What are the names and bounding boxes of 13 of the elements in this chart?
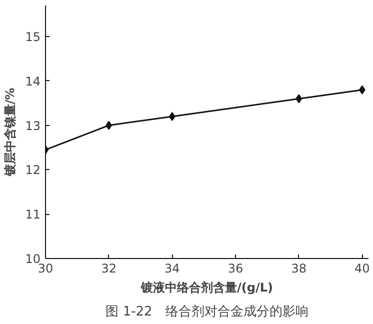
y-tick-label: 13: [25, 118, 41, 133]
x-tick-label: 40: [354, 262, 370, 276]
x-tick-label: 36: [228, 262, 244, 276]
y-tick-label: 15: [25, 30, 41, 44]
y-axis-title: 镀层中含镍量/%: [3, 88, 18, 178]
y-tick-label: 11: [25, 208, 41, 222]
x-axis-title: 镀液中络合剂含量/(g/L): [140, 280, 273, 294]
x-tick-label: 32: [101, 262, 116, 276]
y-tick-label: 12: [25, 163, 41, 178]
y-tick-label: 14: [25, 74, 41, 88]
x-tick-label: 34: [164, 262, 180, 276]
x-tick-label: 38: [291, 262, 306, 276]
text: 图 1-22 络合剂对合金成分的影响: [106, 304, 308, 320]
